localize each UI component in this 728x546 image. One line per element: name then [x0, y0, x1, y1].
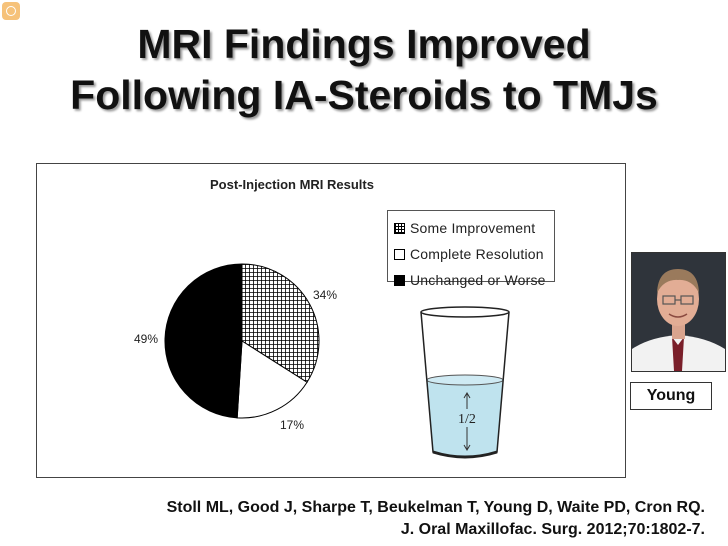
- half-full-glass-illustration: 1/2: [420, 306, 510, 459]
- legend-label: Some Improvement: [410, 220, 536, 236]
- measure-arrow-up: [463, 392, 471, 399]
- legend-label: Unchanged or Worse: [410, 272, 546, 288]
- legend-swatch-white: [394, 248, 405, 260]
- chart-frame: Post-Injection MRI Results 34% 17% 49% S…: [36, 163, 626, 478]
- legend-label: Complete Resolution: [410, 246, 544, 262]
- slice-label-complete-resolution: 17%: [280, 418, 305, 432]
- slice-label-unchanged-or-worse: 49%: [134, 332, 159, 346]
- slide-title-line-2: Following IA-Steroids to TMJs: [70, 72, 658, 118]
- label-backdrop: [456, 409, 478, 427]
- glass-half-label: 1/2: [458, 412, 476, 427]
- legend-swatch-black: [394, 274, 405, 286]
- pie-chart: [164, 263, 320, 419]
- app-corner-icon[interactable]: [2, 2, 20, 20]
- chart-legend: Some Improvement Complete Resolution Unc…: [387, 210, 555, 288]
- water-surface: [426, 374, 504, 386]
- legend-item-unchanged-or-worse: Unchanged or Worse: [394, 267, 554, 293]
- slice-label-some-improvement: 34%: [313, 288, 338, 302]
- measure-arrow-down: [463, 444, 471, 451]
- person-portrait-icon: [632, 253, 725, 371]
- pie-slice-unchanged-or-worse: [164, 263, 243, 419]
- author-photo: [631, 252, 726, 372]
- legend-item-some-improvement: Some Improvement: [394, 215, 554, 241]
- author-name-box: Young: [630, 382, 712, 410]
- pie-slice-complete-resolution: [236, 340, 308, 419]
- citation-journal: J. Oral Maxillofac. Surg. 2012;70:1802-7…: [400, 521, 705, 538]
- chart-title: Post-Injection MRI Results: [210, 177, 374, 192]
- legend-item-complete-resolution: Complete Resolution: [394, 241, 554, 267]
- glass-rim: [420, 306, 510, 318]
- citation-authors: Stoll ML, Good J, Sharpe T, Beukelman T,…: [166, 499, 705, 516]
- glass-base: [432, 450, 498, 459]
- slide-title-line-1: MRI Findings Improved: [137, 21, 591, 67]
- legend-swatch-crosshatch: [394, 222, 405, 234]
